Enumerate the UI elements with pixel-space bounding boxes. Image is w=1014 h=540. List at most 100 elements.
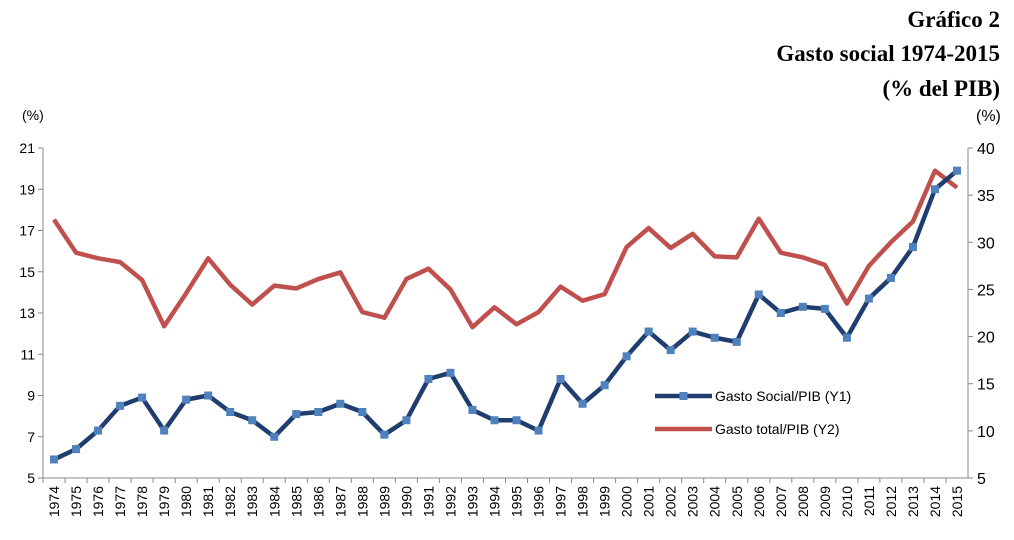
y2-tick-label: 30 <box>977 235 995 252</box>
point <box>556 375 565 383</box>
y2-tick-label: 25 <box>977 282 995 299</box>
point <box>710 333 719 342</box>
x-tick-label: 2010 <box>839 486 855 517</box>
point <box>226 408 235 416</box>
x-tick-label: 1979 <box>156 486 172 517</box>
point <box>864 294 873 303</box>
x-tick-label: 2001 <box>641 486 657 517</box>
point <box>116 401 125 410</box>
x-tick-label: 2002 <box>663 486 679 517</box>
point <box>72 445 81 454</box>
x-tick-label: 1975 <box>68 486 84 517</box>
x-tick-label: 1989 <box>376 486 392 517</box>
chart-subtitle: Gasto social 1974-2015 <box>776 41 1000 66</box>
x-tick-label: 1999 <box>597 486 613 517</box>
point <box>952 166 961 175</box>
point <box>446 368 455 377</box>
x-tick-label: 2009 <box>817 486 833 517</box>
x-tick-label: 2011 <box>861 486 877 516</box>
point <box>754 290 763 299</box>
point <box>930 185 939 194</box>
x-tick-label: 1983 <box>244 486 260 517</box>
y-axis-label: (%) <box>22 107 44 123</box>
y2-tick-label: 20 <box>977 330 995 347</box>
point <box>138 393 147 402</box>
point <box>600 381 609 390</box>
point <box>314 408 323 416</box>
point <box>292 410 301 419</box>
point <box>248 416 257 425</box>
chart-title: Gráfico 2 <box>907 7 1000 32</box>
point <box>424 375 433 383</box>
point <box>622 352 631 361</box>
series-line <box>52 168 959 330</box>
x-tick-label: 1984 <box>266 486 282 517</box>
point <box>402 416 411 425</box>
x-tick-label: 2012 <box>883 486 899 517</box>
x-tick-label: 1981 <box>200 486 216 517</box>
x-tick-label: 1982 <box>222 486 238 517</box>
point <box>380 430 389 439</box>
x-tick-label: 1993 <box>464 486 480 517</box>
x-tick-label: 1998 <box>575 486 591 517</box>
x-tick-label: 1990 <box>398 486 414 517</box>
y2-tick-label: 15 <box>977 377 995 394</box>
y-tick-label: 17 <box>19 223 35 239</box>
point <box>534 426 543 435</box>
x-tick-label: 2004 <box>707 486 723 517</box>
y2-tick-label: 10 <box>977 424 995 441</box>
y2-tick-label: 35 <box>977 188 995 205</box>
point <box>644 327 653 336</box>
x-tick-label: 1985 <box>288 486 304 517</box>
x-tick-label: 1978 <box>134 486 150 517</box>
x-tick-label: 1987 <box>332 486 348 517</box>
y2-tick-label: 5 <box>977 471 986 488</box>
point <box>512 416 521 425</box>
x-tick-label: 2008 <box>795 486 811 517</box>
point <box>842 333 851 342</box>
x-tick-label: 1997 <box>553 486 569 517</box>
x-tick-label: 1995 <box>509 486 525 517</box>
x-tick-label: 1994 <box>486 486 502 517</box>
point <box>820 304 829 313</box>
chart-subtitle: (% del PIB) <box>882 76 1000 101</box>
y-tick-label: 11 <box>20 346 35 362</box>
y-tick-label: 13 <box>19 305 35 321</box>
point <box>336 399 345 408</box>
x-tick-label: 2013 <box>905 486 921 517</box>
x-tick-label: 2006 <box>751 486 767 517</box>
point <box>50 455 59 464</box>
point <box>908 243 917 251</box>
legend-label: Gasto Social/PIB (Y1) <box>715 388 851 404</box>
point <box>358 408 367 416</box>
x-tick-label: 1980 <box>178 486 194 517</box>
x-tick-label: 1974 <box>46 486 62 517</box>
y2-axis-label: (%) <box>976 108 1001 125</box>
x-tick-label: 2003 <box>685 486 701 517</box>
x-tick-label: 1976 <box>90 486 106 517</box>
point <box>270 432 279 441</box>
point <box>776 309 785 317</box>
point <box>666 346 675 355</box>
point <box>182 395 191 404</box>
point <box>160 426 169 435</box>
y-tick-label: 9 <box>27 388 35 404</box>
point <box>94 426 103 435</box>
point <box>798 302 807 311</box>
x-tick-label: 1991 <box>420 486 436 517</box>
point <box>886 273 895 282</box>
legend-marker <box>679 392 688 400</box>
y-tick-label: 15 <box>19 264 35 280</box>
x-tick-label: 2005 <box>729 486 745 517</box>
x-tick-label: 2015 <box>949 486 965 517</box>
y-tick-label: 21 <box>19 140 35 156</box>
y-tick-label: 7 <box>27 429 35 445</box>
x-tick-label: 1977 <box>112 486 128 517</box>
y-tick-label: 19 <box>19 181 35 197</box>
x-tick-label: 2014 <box>927 486 943 517</box>
x-tick-label: 1996 <box>531 486 547 517</box>
x-tick-label: 2007 <box>773 486 789 517</box>
legend-label: Gasto total/PIB (Y2) <box>715 421 840 437</box>
x-tick-label: 1986 <box>310 486 326 517</box>
